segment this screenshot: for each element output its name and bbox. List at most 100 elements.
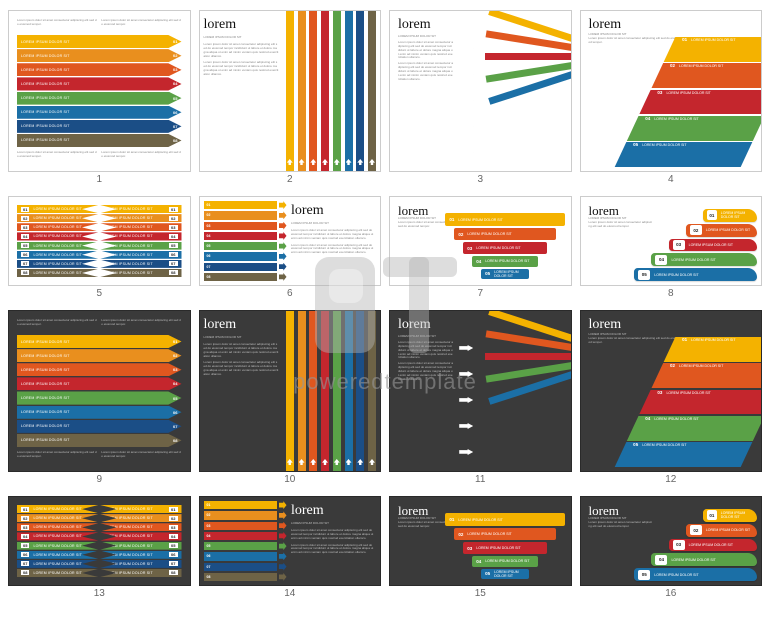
right-arrow-icon: [459, 423, 473, 429]
slide-thumbnail[interactable]: Lorem ipsum dolor sit amet consectetur a…: [8, 310, 191, 472]
step-number: 04: [655, 555, 667, 565]
list-bar-number: 06: [169, 552, 177, 557]
list-bar-number: 08: [21, 570, 29, 575]
step-number: 02: [690, 225, 702, 235]
level-label: LOREM IPSUM DOLOR SIT: [494, 570, 525, 578]
arrow-row-number: 05: [207, 544, 211, 548]
slide-thumbnail[interactable]: loremLOREM IPSUM DOLOR SITLorem ipsum do…: [199, 10, 382, 172]
list-bar-label: LOREM IPSUM DOLOR SIT: [104, 207, 165, 211]
outro-para-left: Lorem ipsum dolor sit amet consectetur a…: [17, 151, 97, 163]
slide-thumbnail[interactable]: loremLOREM IPSUM DOLOR SITLorem ipsum do…: [580, 196, 763, 286]
list-bar-label: LOREM IPSUM DOLOR SIT: [104, 253, 165, 257]
list-bar-number: 02: [21, 216, 29, 221]
level-number: 05: [485, 271, 490, 276]
list-bar-number: 01: [21, 207, 29, 212]
converging-beams: [485, 35, 562, 165]
list-bar-label: LOREM IPSUM DOLOR SIT: [33, 507, 94, 511]
list-bar-number: 05: [21, 543, 29, 548]
diagonal-bar: 02LOREM IPSUM DOLOR SIT: [651, 63, 762, 88]
list-bar-left: 04LOREM IPSUM DOLOR SIT: [17, 532, 98, 540]
slide-body: Lorem ipsum dolor sit amet consectetur a…: [398, 62, 453, 81]
list-bar-number: 07: [173, 124, 177, 129]
pyramid: 05LOREM IPSUM DOLOR SIT04LOREM IPSUM DOL…: [445, 513, 564, 579]
up-arrow-icon: [310, 459, 316, 465]
bar-number: 03: [657, 390, 662, 395]
slide-thumbnail[interactable]: loremLOREM IPSUM DOLOR SITLorem ipsum do…: [389, 10, 572, 172]
right-arrow-icon: [279, 263, 287, 271]
step-label: LOREM IPSUM DOLOR SIT: [721, 211, 757, 219]
slide-thumbnail[interactable]: loremLOREM IPSUM DOLOR SITLorem ipsum do…: [389, 196, 572, 286]
arrow-row: 05: [204, 242, 287, 250]
list-bar: LOREM IPSUM DOLOR SIT05: [17, 391, 182, 404]
list-bar-label: LOREM IPSUM DOLOR SIT: [104, 544, 165, 548]
right-arrow-icon: [279, 501, 287, 509]
thumbnail-number: 9: [8, 474, 191, 486]
stripe: [368, 11, 376, 171]
list-bar-label: LOREM IPSUM DOLOR SIT: [21, 438, 169, 442]
list-bar-left: 06LOREM IPSUM DOLOR SIT: [17, 551, 98, 559]
list-bar: LOREM IPSUM DOLOR SIT05: [17, 92, 182, 105]
slide-thumbnail[interactable]: 01 LOREM IPSUM DOLOR SIT 02 LOREM IPSUM DOL…: [8, 196, 191, 286]
list-bar-left: 05LOREM IPSUM DOLOR SIT: [17, 242, 98, 250]
slide-thumbnail[interactable]: loremLOREM IPSUM DOLOR SITLorem ipsum do…: [199, 310, 382, 472]
step-stack: 01LOREM IPSUM DOLOR SIT02LOREM IPSUM DOL…: [634, 209, 757, 281]
slide-thumbnail[interactable]: loremLOREM IPSUM DOLOR SITLorem ipsum do…: [389, 310, 572, 472]
list-bar-label: LOREM IPSUM DOLOR SIT: [104, 571, 165, 575]
vertical-stripes: [286, 11, 376, 171]
diagonal-bar: 04 LOREM IPSUM DOLOR SIT: [627, 416, 762, 441]
slide-thumbnail[interactable]: loremLOREM IPSUM DOLOR SITLorem ipsum do…: [580, 496, 763, 586]
slide-body: Lorem ipsum dolor sit amet consectetur a…: [398, 341, 453, 360]
slide-thumbnail[interactable]: Lorem ipsum dolor sit amet consectetur a…: [8, 10, 191, 172]
right-arrow-icon: [459, 97, 473, 103]
slide-title: lorem: [589, 17, 622, 33]
list-bar-number: 01: [169, 507, 177, 512]
slide-subtitle: LOREM IPSUM DOLOR SIT: [204, 336, 279, 340]
bar-number: 04: [645, 416, 650, 421]
list-bar-number: 01: [173, 339, 177, 344]
thumbnail-number: 5: [8, 288, 191, 300]
list-bar-label: LOREM IPSUM DOLOR SIT: [33, 207, 94, 211]
step-stack: 01LOREM IPSUM DOLOR SIT02LOREM IPSUM DOL…: [634, 509, 757, 581]
list-bar-number: 01: [173, 39, 177, 44]
thumbnail-number: 10: [199, 474, 382, 486]
list-bar-label: LOREM IPSUM DOLOR SIT: [104, 534, 165, 538]
right-arrow-icon: [279, 242, 287, 250]
level-number: 02: [458, 532, 463, 537]
list-bar-right: LOREM IPSUM DOLOR SIT08: [100, 569, 181, 577]
slide-thumbnail[interactable]: 01LOREM IPSUM DOLOR SIT02LOREM IPSUM DOL…: [8, 496, 191, 586]
list-bar-label: LOREM IPSUM DOLOR SIT: [33, 544, 94, 548]
step: 05LOREM IPSUM DOLOR SIT: [634, 568, 757, 581]
slide-thumbnail[interactable]: 0102030405060708loremLOREM IPSUM DOLOR S…: [199, 196, 382, 286]
arrow-row-bar: 08: [204, 273, 277, 281]
stripe: [286, 11, 294, 171]
list-bar-left: 06LOREM IPSUM DOLOR SIT: [17, 251, 98, 259]
beam: [485, 53, 571, 60]
bar-label: LOREM IPSUM DOLOR SIT: [654, 416, 698, 420]
thumbnail-cell: loremLOREM IPSUM DOLOR SITLorem ipsum do…: [199, 10, 382, 186]
step-label: LOREM IPSUM DOLOR SIT: [721, 511, 757, 519]
arrow-row-number: 02: [207, 213, 211, 217]
slide-thumbnail[interactable]: loremLOREM IPSUM DOLOR SITLorem ipsum do…: [389, 496, 572, 586]
diagonal-bar: 02LOREM IPSUM DOLOR SIT: [651, 363, 762, 388]
pyramid-level: 02LOREM IPSUM DOLOR SIT: [454, 528, 555, 540]
thumbnail-cell: loremLOREM IPSUM DOLOR SITLorem ipsum do…: [580, 196, 763, 300]
slide-thumbnail[interactable]: loremLOREM IPSUM DOLOR SITLorem ipsum do…: [580, 10, 763, 172]
slide-body: Lorem ipsum dolor sit amet consectetur a…: [589, 337, 679, 345]
right-arrow-icon: [279, 201, 287, 209]
thumbnail-cell: 0102030405060708loremLOREM IPSUM DOLOR S…: [199, 496, 382, 600]
outro-para-right: Lorem ipsum dolor sit amet consectetur a…: [101, 151, 181, 163]
arrow-row-bar: 05: [204, 242, 277, 250]
step-number: 05: [638, 270, 650, 280]
arrow-row-bar: 02: [204, 211, 277, 219]
slide-thumbnail[interactable]: 0102030405060708loremLOREM IPSUM DOLOR S…: [199, 496, 382, 586]
step-number: 05: [638, 570, 650, 580]
slide-thumbnail[interactable]: lorem LOREM IPSUM DOLOR SIT Lorem ipsum do…: [580, 310, 763, 472]
list-bar: LOREM IPSUM DOLOR SIT06: [17, 406, 182, 419]
thumbnail-number: 1: [8, 174, 191, 186]
slide-title: lorem: [589, 317, 622, 333]
list-bar-number: 06: [21, 252, 29, 257]
list-bar-number: 04: [173, 81, 177, 86]
arrow-row: 04: [204, 232, 287, 240]
diagonal-bar: 03LOREM IPSUM DOLOR SIT: [639, 90, 762, 115]
step: 01LOREM IPSUM DOLOR SIT: [703, 509, 757, 522]
